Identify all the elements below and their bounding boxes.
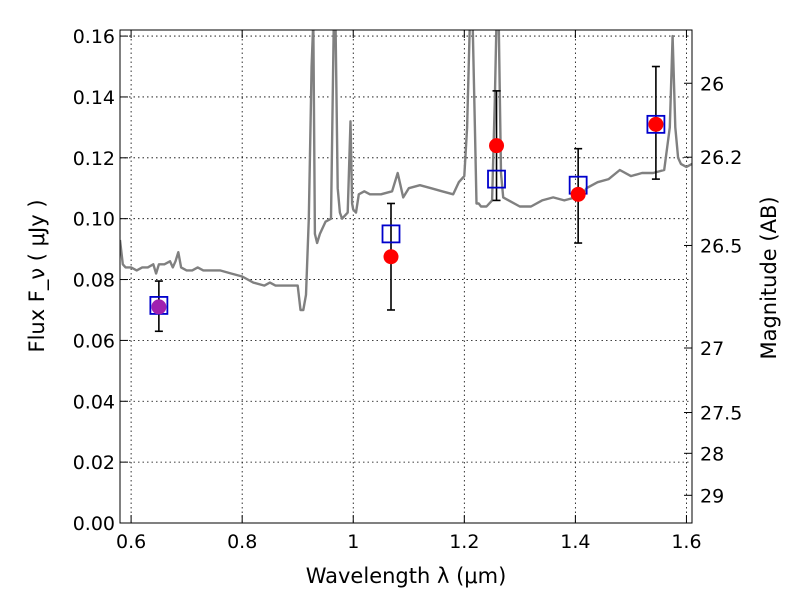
y-tick-label: 0.16 <box>73 26 115 48</box>
x-tick-label: 1 <box>347 531 359 553</box>
y-tick-label: 0.02 <box>73 452 115 474</box>
observed-point <box>489 138 505 154</box>
observed-point <box>151 299 167 315</box>
y-axis-label: Flux F_ν ( μJy ) <box>25 199 50 352</box>
x-tick-label: 0.6 <box>116 531 146 553</box>
y2-tick-label: 26.2 <box>700 147 742 169</box>
y-tick-label: 0.00 <box>73 513 115 535</box>
template-spectrum-layer <box>120 30 692 312</box>
template-spectrum-line <box>120 30 692 312</box>
model-points <box>149 114 666 315</box>
y2-tick-label: 27.5 <box>700 403 742 425</box>
plot-area <box>120 30 692 523</box>
y2-tick-label: 28 <box>700 443 724 465</box>
y-tick-label: 0.08 <box>73 270 115 292</box>
x-axis-ticks: 0.6 0.8 1 1.2 1.4 1.6 <box>116 30 702 553</box>
x-axis-label: Wavelength λ (μm) <box>306 564 507 588</box>
model-point <box>381 224 401 244</box>
y2-tick-label: 26.5 <box>700 235 742 257</box>
y-tick-label: 0.04 <box>73 391 115 413</box>
plot-frame <box>119 29 693 524</box>
observed-point <box>383 249 399 265</box>
observed-point <box>570 186 586 202</box>
y2-axis-label: Magnitude (AB) <box>757 196 781 359</box>
observed-points <box>151 116 664 315</box>
y-axis-ticks: 0.00 0.02 0.04 0.06 0.08 0.10 0.12 0.14 0.16 <box>73 26 128 535</box>
y2-tick-label: 29 <box>700 485 724 507</box>
x-tick-label: 1.4 <box>560 531 590 553</box>
x-tick-label: 1.6 <box>671 531 701 553</box>
model-point <box>487 169 506 189</box>
grid-lines <box>120 30 692 524</box>
y2-tick-label: 26 <box>700 73 724 95</box>
y-tick-label: 0.14 <box>73 87 115 109</box>
y-tick-label: 0.06 <box>73 330 115 352</box>
y-tick-label: 0.10 <box>73 209 115 231</box>
y2-tick-label: 27 <box>700 338 724 360</box>
right-axis-ticks: 26 26.2 26.5 27 27.5 28 29 <box>684 73 742 507</box>
y-tick-label: 0.12 <box>73 148 115 170</box>
model-point <box>646 114 666 134</box>
x-tick-label: 1.2 <box>449 531 479 553</box>
x-tick-label: 0.8 <box>227 531 257 553</box>
observed-point <box>648 116 664 132</box>
